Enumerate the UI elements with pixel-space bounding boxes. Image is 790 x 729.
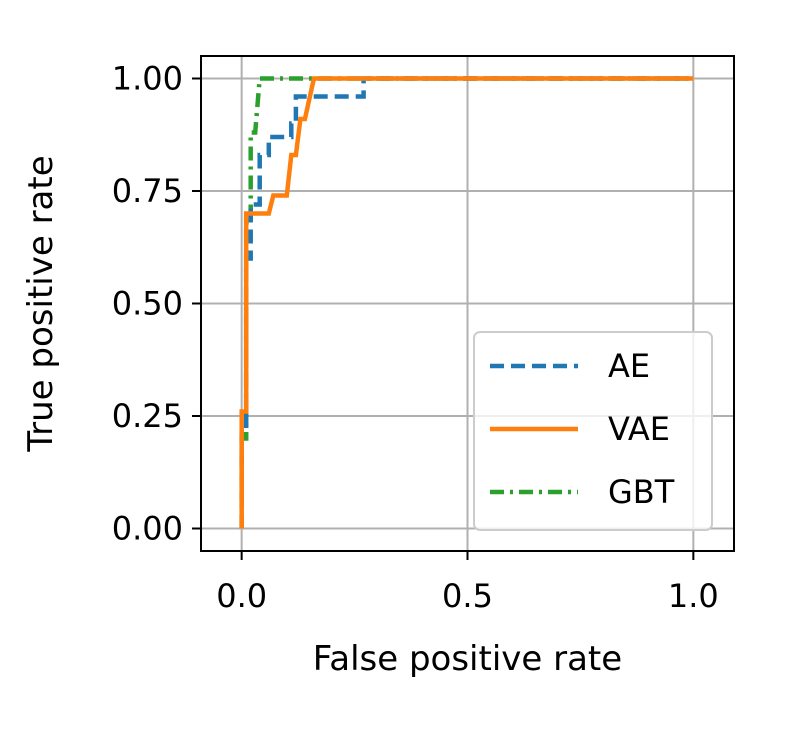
legend-label-vae: VAE bbox=[608, 410, 670, 448]
y-tick-label: 0.50 bbox=[112, 285, 183, 323]
x-tick-label: 0.5 bbox=[442, 577, 493, 615]
legend-box bbox=[473, 331, 713, 531]
x-axis-label: False positive rate bbox=[313, 639, 622, 679]
grid bbox=[201, 56, 734, 551]
y-tick-label: 1.00 bbox=[112, 60, 183, 98]
series-lines bbox=[239, 76, 694, 529]
x-tick-label: 1.0 bbox=[668, 577, 719, 615]
y-tick-label: 0.75 bbox=[112, 172, 183, 210]
y-tick-label: 0.00 bbox=[112, 510, 183, 548]
series-line-ae bbox=[239, 76, 694, 529]
y-tick-label: 0.25 bbox=[112, 397, 183, 435]
axis-ticks: 0.0 0.5 1.0 0.00 0.25 0.50 0.75 1.00 bbox=[112, 60, 719, 616]
legend-label-ae: AE bbox=[608, 347, 650, 385]
series-line-vae bbox=[239, 76, 694, 529]
legend-label-gbt: GBT bbox=[608, 473, 675, 511]
legend: AE VAE GBT bbox=[473, 331, 713, 531]
x-tick-label: 0.0 bbox=[216, 577, 267, 615]
y-axis-label: True positive rate bbox=[21, 155, 61, 452]
